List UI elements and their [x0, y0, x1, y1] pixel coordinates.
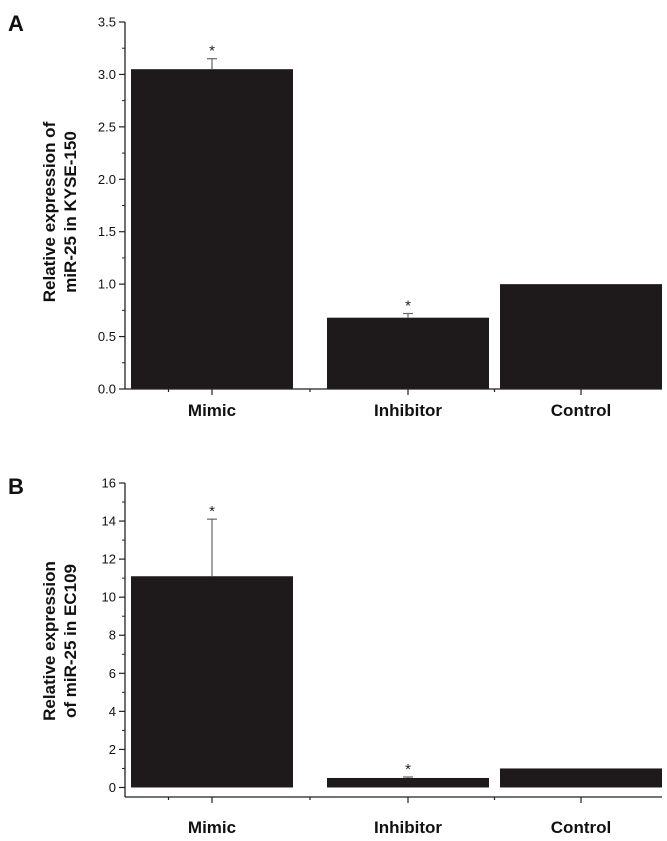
x-tick-label-inhibitor: Inhibitor	[374, 818, 442, 837]
bar-control	[500, 284, 662, 389]
y-tick-label: 0.0	[98, 382, 116, 397]
y-axis-title-a-line1: Relative expression of	[40, 121, 59, 302]
y-tick-label: 3.0	[98, 67, 116, 82]
significance-marker-mimic: *	[209, 503, 215, 520]
y-tick-label: 1.5	[98, 224, 116, 239]
bar-inhibitor	[327, 777, 489, 788]
y-tick-label: 4	[109, 704, 116, 719]
x-tick-label-mimic: Mimic	[188, 401, 236, 420]
y-tick-label: 2	[109, 742, 116, 757]
bar-mimic	[131, 69, 293, 389]
x-tick-label-control: Control	[551, 818, 611, 837]
significance-marker-mimic: *	[209, 43, 215, 60]
y-tick-label: 12	[102, 552, 116, 567]
bar-mimic	[131, 576, 293, 788]
bar-inhibitor	[327, 317, 489, 389]
y-tick-label: 8	[109, 628, 116, 643]
y-tick-label: 1.0	[98, 277, 116, 292]
x-tick-label-inhibitor: Inhibitor	[374, 401, 442, 420]
y-tick-label: 2.0	[98, 172, 116, 187]
bar-control	[500, 768, 662, 788]
y-tick-label: 10	[102, 590, 116, 605]
y-tick-label: 2.5	[98, 119, 116, 134]
y-tick-label: 6	[109, 666, 116, 681]
significance-marker-inhibitor: *	[405, 298, 411, 315]
y-tick-label: 0	[109, 780, 116, 795]
x-tick-label-control: Control	[551, 401, 611, 420]
y-axis-title-b-line2: of miR-25 in EC109	[61, 564, 80, 718]
y-tick-label: 0.5	[98, 329, 116, 344]
significance-marker-inhibitor: *	[405, 761, 411, 778]
panel-b: B Relative expression of miR-25 in EC109…	[8, 474, 662, 837]
panel-a: A Relative expression of miR-25 in KYSE-…	[8, 11, 662, 420]
x-tick-label-mimic: Mimic	[188, 818, 236, 837]
y-axis-title-a-line2: miR-25 in KYSE-150	[61, 131, 80, 293]
y-tick-label: 16	[102, 476, 116, 491]
plot-area-b: * Mimic * Inhibitor Control 0 2 4 6 8 10 12 14 16	[102, 476, 662, 837]
y-tick-label: 3.5	[98, 15, 116, 30]
panel-letter-b: B	[8, 474, 24, 499]
plot-area-a: * Mimic * Inhibitor Control 0.0 0.5 1.0 1.5 2.0 2.…	[98, 15, 662, 420]
y-tick-label: 14	[102, 514, 116, 529]
panel-letter-a: A	[8, 11, 24, 36]
y-axis-title-b-line1: Relative expression	[40, 561, 59, 721]
